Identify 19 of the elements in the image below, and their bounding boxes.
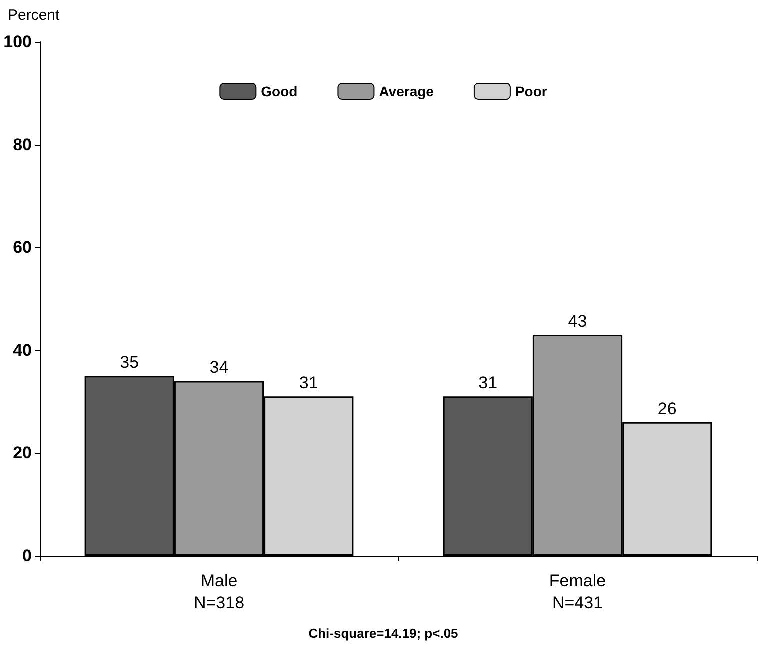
y-tick-label: 0 bbox=[22, 546, 32, 566]
y-tick-label: 20 bbox=[13, 444, 32, 463]
text: Chi-square=14.19; p<.05 bbox=[308, 626, 458, 641]
legend-label: Poor bbox=[515, 84, 548, 100]
data-label: 26 bbox=[658, 399, 677, 418]
data-label: 31 bbox=[478, 374, 498, 393]
legend-label: Good bbox=[261, 84, 298, 100]
y-tick-label: 100 bbox=[4, 32, 32, 52]
x-tick-label: Male N=318 bbox=[194, 572, 245, 612]
y-tick-label: 40 bbox=[13, 340, 32, 360]
data-label: 34 bbox=[210, 358, 229, 378]
data-label: 31 bbox=[299, 374, 318, 393]
data-label: 43 bbox=[568, 312, 588, 331]
y-tick-label: 60 bbox=[13, 238, 32, 258]
data-label: 35 bbox=[120, 353, 140, 372]
legend-label: Average bbox=[379, 84, 434, 100]
y-tick-label: 80 bbox=[13, 135, 32, 154]
x-tick-label: Female N=431 bbox=[549, 572, 606, 612]
y-axis-title: Percent bbox=[8, 7, 61, 24]
